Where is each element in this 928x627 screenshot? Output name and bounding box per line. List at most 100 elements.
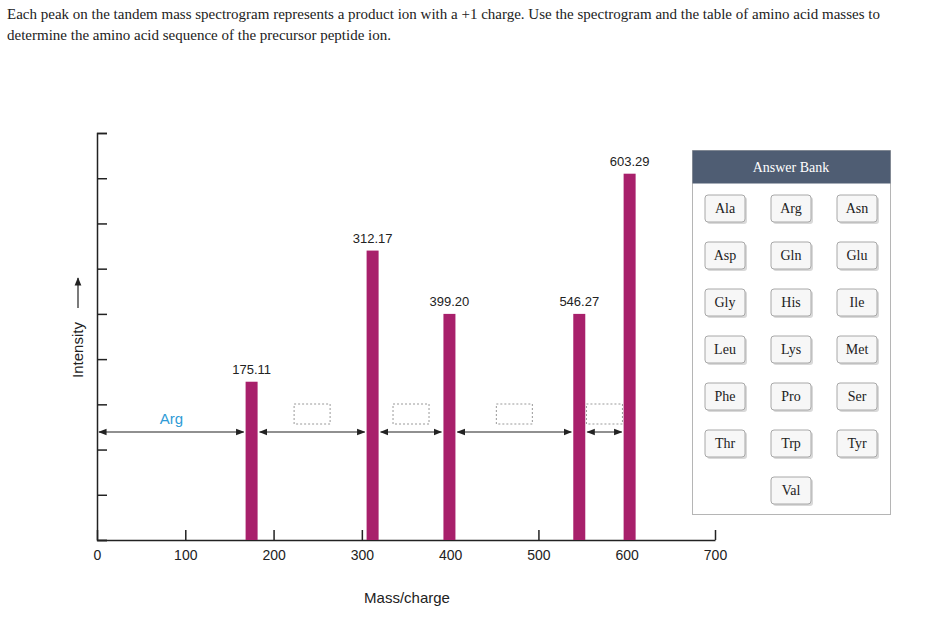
peak <box>443 314 455 540</box>
answer-chip[interactable]: Gly <box>705 289 747 318</box>
answer-chip[interactable]: Pro <box>771 383 813 412</box>
answer-chip[interactable]: Gln <box>771 242 813 271</box>
answer-chip[interactable]: Ala <box>705 195 747 224</box>
y-tick <box>97 223 107 224</box>
chip-label[interactable]: Trp <box>781 436 801 451</box>
chip-label[interactable]: Ser <box>848 389 867 404</box>
chip-label[interactable]: Tyr <box>847 436 867 451</box>
chip-label[interactable]: Asp <box>714 248 737 263</box>
answer-chip[interactable]: Met <box>837 336 879 365</box>
chip-box[interactable] <box>771 383 811 410</box>
x-tick-label: 700 <box>704 547 728 563</box>
chip-label[interactable]: Thr <box>715 436 736 451</box>
chip-label[interactable]: Pro <box>781 389 800 404</box>
x-tick-mark <box>538 530 540 540</box>
x-tick-mark <box>273 530 275 540</box>
answer-chip[interactable]: Asp <box>705 242 747 271</box>
chip-label[interactable]: Val <box>782 483 801 498</box>
chip-box[interactable] <box>771 289 811 316</box>
chip-box[interactable] <box>771 242 811 269</box>
chip-box[interactable] <box>705 195 745 222</box>
x-tick: 700 <box>704 530 728 563</box>
chip-box[interactable] <box>705 430 745 457</box>
answer-chip[interactable]: Asn <box>837 195 879 224</box>
chip-box[interactable] <box>837 336 877 363</box>
chip-label[interactable]: Gln <box>781 248 802 263</box>
chip-label[interactable]: Ile <box>850 295 865 310</box>
chip-label[interactable]: Glu <box>847 248 868 263</box>
chip-box[interactable] <box>837 383 877 410</box>
chart: 0100200300400500600700175.11312.17399.20… <box>0 0 928 627</box>
chip-box[interactable] <box>837 242 877 269</box>
answer-chip[interactable]: Trp <box>771 430 813 459</box>
y-axis-arrow <box>77 278 78 308</box>
chip-box[interactable] <box>705 242 745 269</box>
chip-label[interactable]: Arg <box>780 201 802 216</box>
x-tick-mark <box>715 530 717 540</box>
chip-box[interactable] <box>705 336 745 363</box>
y-tick <box>97 269 107 270</box>
chip-label[interactable]: Lys <box>781 342 801 357</box>
gap-arrows: Arg <box>99 404 622 432</box>
y-tick <box>97 404 107 405</box>
chip-label[interactable]: Phe <box>715 389 736 404</box>
answer-chip[interactable]: Phe <box>705 383 747 412</box>
answer-chip[interactable]: His <box>771 289 813 318</box>
y-tick <box>97 314 107 315</box>
answer-chip[interactable]: Arg <box>771 195 813 224</box>
chip-box[interactable] <box>771 195 811 222</box>
chip-box[interactable] <box>705 383 745 410</box>
answer-chip[interactable]: Ser <box>837 383 879 412</box>
answer-bank: Answer BankAlaArgAsnAspGlnGluGlyHisIleLe… <box>693 151 891 515</box>
chip-box[interactable] <box>771 477 811 504</box>
chip-box[interactable] <box>837 430 877 457</box>
gap-arrow <box>99 431 244 432</box>
y-axis-title: Intensity <box>69 322 86 378</box>
chip-box[interactable] <box>837 289 877 316</box>
peak-label: 546.27 <box>559 294 599 309</box>
y-tick <box>97 540 107 541</box>
y-tick <box>97 450 107 451</box>
chip-box[interactable] <box>837 195 877 222</box>
chip-label[interactable]: Asn <box>846 201 869 216</box>
x-tick-mark <box>185 530 187 540</box>
peak-label: 603.29 <box>610 154 650 169</box>
chip-label[interactable]: Gly <box>715 295 736 310</box>
chip-label[interactable]: His <box>781 295 800 310</box>
y-tick-mark <box>97 268 107 270</box>
answer-chip[interactable]: Lys <box>771 336 813 365</box>
chip-box[interactable] <box>771 430 811 457</box>
chip-box[interactable] <box>705 289 745 316</box>
drop-box[interactable] <box>393 404 429 424</box>
x-tick-label: 100 <box>174 547 198 563</box>
answer-chip[interactable]: Val <box>771 477 813 506</box>
y-tick-mark <box>97 495 107 497</box>
gap-arrow <box>457 431 571 432</box>
peak-label: 312.17 <box>353 231 393 246</box>
drop-box[interactable] <box>496 404 532 424</box>
peak <box>573 314 585 540</box>
x-axis-line <box>98 540 716 542</box>
peak-labels: 175.11312.17399.20546.27603.29 <box>232 154 649 377</box>
y-tick-mark <box>97 540 107 542</box>
drop-box[interactable] <box>294 404 330 424</box>
answer-chip[interactable]: Ile <box>837 289 879 318</box>
gap-arrow <box>587 431 621 432</box>
x-tick: 100 <box>174 530 198 563</box>
answer-chip[interactable]: Tyr <box>837 430 879 459</box>
answer-chip[interactable]: Leu <box>705 336 747 365</box>
drop-box[interactable] <box>586 404 622 424</box>
answer-bank-panel <box>693 151 891 515</box>
chip-label[interactable]: Ala <box>715 201 736 216</box>
chip-box[interactable] <box>771 336 811 363</box>
chip-label[interactable]: Met <box>846 342 869 357</box>
answer-chip[interactable]: Thr <box>705 430 747 459</box>
x-tick-label: 500 <box>527 547 551 563</box>
x-axis-title: Mass/charge <box>364 589 450 606</box>
y-tick-mark <box>97 133 107 135</box>
x-tick-label: 200 <box>262 547 286 563</box>
chip-label[interactable]: Leu <box>714 342 736 357</box>
answer-bank-header <box>693 151 891 184</box>
answer-chip[interactable]: Glu <box>837 242 879 271</box>
y-tick <box>97 178 107 179</box>
